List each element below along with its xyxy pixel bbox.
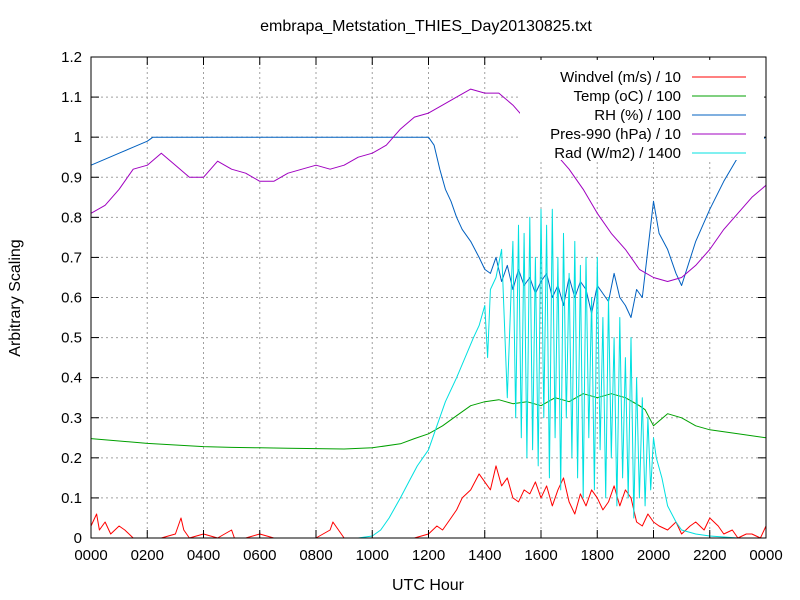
- series-line-0: [90, 465, 767, 539]
- chart-title: embrapa_Metstation_THIES_Day20130825.txt: [260, 18, 592, 35]
- series-line-2: [90, 136, 767, 318]
- y-tick-label: 0.7: [61, 249, 82, 266]
- legend-label: Temp (oC) / 100: [573, 88, 681, 105]
- x-tick-label: 0200: [131, 547, 164, 564]
- y-axis-label: Arbitrary Scaling: [7, 239, 24, 356]
- y-tick-label: 0.8: [61, 209, 82, 226]
- y-tick-label: 1.1: [61, 89, 82, 106]
- legend-label: RH (%) / 100: [594, 107, 681, 124]
- x-tick-label: 0600: [243, 547, 276, 564]
- legend: Windvel (m/s) / 10 Temp (oC) / 100 RH (%) …: [520, 60, 764, 162]
- x-tick-label: 1600: [524, 547, 557, 564]
- x-tick-label: 1000: [356, 547, 389, 564]
- x-tick-label: 1800: [581, 547, 614, 564]
- y-tick-label: 1.2: [61, 49, 82, 66]
- series-line-4: [91, 208, 766, 539]
- x-tick-label: 0400: [187, 547, 220, 564]
- legend-label: Pres-990 (hPa) / 10: [550, 126, 681, 143]
- x-tick-label: 1400: [468, 547, 501, 564]
- y-tick-label: 0: [74, 530, 82, 547]
- y-tick-label: 0.9: [61, 169, 82, 186]
- legend-label: Rad (W/m2) / 1400: [554, 145, 681, 162]
- series-line-3: [90, 88, 767, 282]
- x-tick-label: 0000: [749, 547, 782, 564]
- y-tick-label: 1: [74, 129, 82, 146]
- ticks: 0 0.1 0.2 0.3 0.4 0.5 0.6 0.7 0.8 0.9 1 1.1 1.2 0000 0…: [61, 49, 783, 564]
- x-tick-label: 2200: [693, 547, 726, 564]
- series-line-1: [90, 393, 767, 450]
- x-axis-label: UTC Hour: [392, 577, 465, 594]
- y-tick-label: 0.5: [61, 330, 82, 347]
- legend-label: Windvel (m/s) / 10: [560, 69, 681, 86]
- x-tick-label: 2000: [637, 547, 670, 564]
- y-tick-label: 0.3: [61, 410, 82, 427]
- y-tick-label: 0.6: [61, 290, 82, 307]
- x-tick-label: 1200: [412, 547, 445, 564]
- y-tick-label: 0.4: [61, 370, 82, 387]
- x-tick-label: 0000: [74, 547, 107, 564]
- series-layer: [90, 88, 767, 539]
- x-tick-label: 0800: [299, 547, 332, 564]
- y-tick-label: 0.2: [61, 450, 82, 467]
- y-tick-label: 0.1: [61, 490, 82, 507]
